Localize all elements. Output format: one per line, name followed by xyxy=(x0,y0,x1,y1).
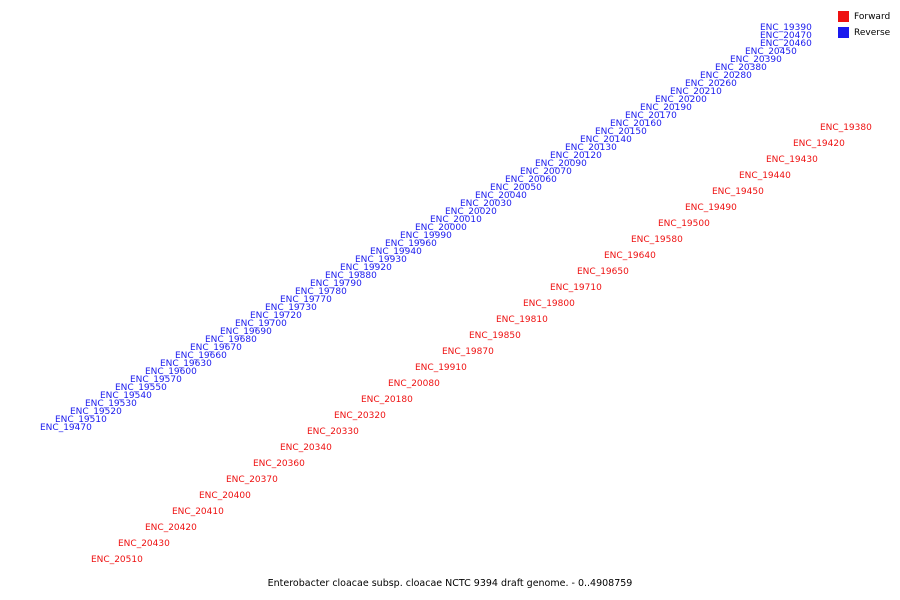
reverse-gene-label: ENC_20160 xyxy=(610,119,662,129)
reverse-gene-label: ENC_19930 xyxy=(355,255,407,265)
reverse-gene-label: ENC_20170 xyxy=(625,111,677,121)
reverse-gene-label: ENC_19390 xyxy=(760,23,812,33)
reverse-gene-label: ENC_20140 xyxy=(580,135,632,145)
reverse-gene-label: ENC_20010 xyxy=(430,215,482,225)
reverse-swatch xyxy=(838,27,849,38)
reverse-gene-label: ENC_19670 xyxy=(190,343,242,353)
reverse-gene-label: ENC_20030 xyxy=(460,199,512,209)
reverse-gene-label: ENC_19730 xyxy=(265,303,317,313)
forward-gene-label: ENC_19810 xyxy=(496,315,548,325)
reverse-gene-label: ENC_19960 xyxy=(385,239,437,249)
forward-gene-label: ENC_19450 xyxy=(712,187,764,197)
forward-gene-label: ENC_19910 xyxy=(415,363,467,373)
reverse-gene-label: ENC_19680 xyxy=(205,335,257,345)
reverse-gene-label: ENC_19690 xyxy=(220,327,272,337)
forward-gene-label: ENC_20330 xyxy=(307,427,359,437)
legend-label-reverse: Reverse xyxy=(854,27,891,38)
reverse-gene-label: ENC_19550 xyxy=(115,383,167,393)
forward-gene-label: ENC_20510 xyxy=(91,555,143,565)
reverse-gene-label: ENC_19880 xyxy=(325,271,377,281)
reverse-gene-label: ENC_20050 xyxy=(490,183,542,193)
reverse-gene-label: ENC_19570 xyxy=(130,375,182,385)
reverse-gene-label: ENC_19530 xyxy=(85,399,137,409)
reverse-gene-label: ENC_20450 xyxy=(745,47,797,57)
reverse-gene-label: ENC_19630 xyxy=(160,359,212,369)
reverse-gene-label: ENC_19470 xyxy=(40,423,92,433)
forward-swatch xyxy=(838,11,849,22)
reverse-gene-label: ENC_20120 xyxy=(550,151,602,161)
reverse-gene-label: ENC_19520 xyxy=(70,407,122,417)
reverse-gene-label: ENC_20190 xyxy=(640,103,692,113)
reverse-gene-label: ENC_20280 xyxy=(700,71,752,81)
reverse-gene-label: ENC_19720 xyxy=(250,311,302,321)
reverse-gene-label: ENC_20150 xyxy=(595,127,647,137)
forward-gene-label: ENC_19870 xyxy=(442,347,494,357)
reverse-gene-label: ENC_19700 xyxy=(235,319,287,329)
forward-gene-label: ENC_19430 xyxy=(766,155,818,165)
reverse-gene-label: ENC_19790 xyxy=(310,279,362,289)
forward-gene-label: ENC_19650 xyxy=(577,267,629,277)
reverse-gene-label: ENC_20470 xyxy=(760,31,812,41)
forward-gene-label: ENC_20180 xyxy=(361,395,413,405)
reverse-gene-label: ENC_20000 xyxy=(415,223,467,233)
forward-gene-label: ENC_19580 xyxy=(631,235,683,245)
reverse-gene-label: ENC_20070 xyxy=(520,167,572,177)
reverse-gene-label: ENC_19600 xyxy=(145,367,197,377)
forward-gene-label: ENC_19800 xyxy=(523,299,575,309)
reverse-gene-label: ENC_19510 xyxy=(55,415,107,425)
reverse-gene-label: ENC_19990 xyxy=(400,231,452,241)
forward-gene-label: ENC_19850 xyxy=(469,331,521,341)
reverse-gene-label: ENC_19940 xyxy=(370,247,422,257)
forward-gene-label: ENC_20400 xyxy=(199,491,251,501)
forward-gene-label: ENC_19710 xyxy=(550,283,602,293)
forward-gene-label: ENC_19440 xyxy=(739,171,791,181)
forward-gene-label: ENC_19640 xyxy=(604,251,656,261)
reverse-gene-label: ENC_19780 xyxy=(295,287,347,297)
forward-gene-label: ENC_20370 xyxy=(226,475,278,485)
legend-label-forward: Forward xyxy=(854,11,891,22)
forward-gene-label: ENC_20360 xyxy=(253,459,305,469)
forward-gene-label: ENC_20430 xyxy=(118,539,170,549)
reverse-gene-label: ENC_20380 xyxy=(715,63,767,73)
reverse-gene-label: ENC_20060 xyxy=(505,175,557,185)
forward-gene-label: ENC_19420 xyxy=(793,139,845,149)
reverse-gene-label: ENC_20460 xyxy=(760,39,812,49)
forward-gene-label: ENC_19500 xyxy=(658,219,710,229)
reverse-gene-label: ENC_19770 xyxy=(280,295,332,305)
legend-item-reverse: Reverse xyxy=(838,25,900,40)
reverse-gene-label: ENC_20390 xyxy=(730,55,782,65)
reverse-gene-label: ENC_20260 xyxy=(685,79,737,89)
legend-item-forward: Forward xyxy=(838,9,900,24)
reverse-gene-label: ENC_19920 xyxy=(340,263,392,273)
reverse-gene-label: ENC_20090 xyxy=(535,159,587,169)
reverse-gene-label: ENC_20210 xyxy=(670,87,722,97)
reverse-gene-label: ENC_20200 xyxy=(655,95,707,105)
forward-gene-label: ENC_19490 xyxy=(685,203,737,213)
forward-gene-label: ENC_20080 xyxy=(388,379,440,389)
forward-gene-label: ENC_19380 xyxy=(820,123,872,133)
reverse-gene-label: ENC_19540 xyxy=(100,391,152,401)
forward-gene-label: ENC_20340 xyxy=(280,443,332,453)
reverse-gene-label: ENC_20130 xyxy=(565,143,617,153)
reverse-gene-label: ENC_20020 xyxy=(445,207,497,217)
reverse-gene-label: ENC_20040 xyxy=(475,191,527,201)
forward-gene-label: ENC_20410 xyxy=(172,507,224,517)
reverse-gene-label: ENC_19660 xyxy=(175,351,227,361)
genome-caption: Enterobacter cloacae subsp. cloacae NCTC… xyxy=(267,578,633,589)
legend: Forward Reverse xyxy=(838,9,900,41)
forward-gene-label: ENC_20420 xyxy=(145,523,197,533)
forward-gene-label: ENC_20320 xyxy=(334,411,386,421)
